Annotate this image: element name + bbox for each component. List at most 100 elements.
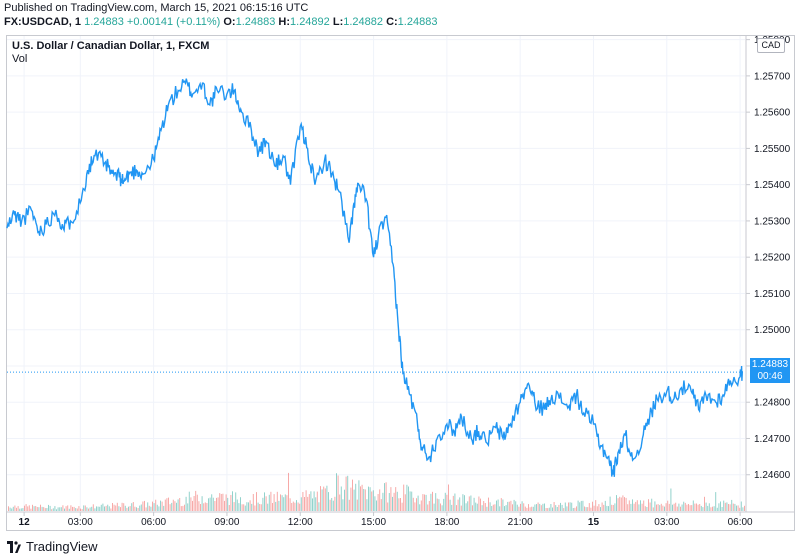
volume-bar <box>456 505 457 511</box>
volume-bar <box>464 495 465 511</box>
volume-bar <box>449 499 451 511</box>
volume-bar <box>233 502 235 511</box>
x-tick-label: 03:00 <box>68 517 93 528</box>
volume-bar <box>80 508 81 511</box>
volume-bar <box>510 500 512 511</box>
volume-bar <box>94 508 96 511</box>
volume-legend[interactable]: Vol <box>12 53 28 65</box>
volume-bar <box>62 505 64 511</box>
volume-bar <box>332 500 334 511</box>
volume-bar <box>553 502 555 511</box>
volume-bar <box>502 499 504 511</box>
volume-bar <box>177 499 179 511</box>
volume-bar <box>721 507 723 511</box>
volume-bar <box>728 504 729 511</box>
volume-bar <box>547 508 549 511</box>
volume-bar <box>694 503 696 511</box>
volume-bar <box>193 496 195 511</box>
volume-bar <box>550 504 552 511</box>
symbol-name[interactable]: FX:USDCAD, 1 <box>4 16 82 28</box>
volume-bar <box>595 500 597 511</box>
volume-bar <box>451 504 453 511</box>
volume-bar <box>156 504 158 511</box>
volume-bar <box>571 502 573 511</box>
volume-bar <box>563 508 565 511</box>
volume-bar <box>276 491 278 511</box>
volume-bar <box>462 494 464 511</box>
volume-bar <box>230 495 232 511</box>
volume-bar <box>598 504 600 511</box>
volume-bar <box>339 494 341 511</box>
volume-bar <box>712 506 713 511</box>
volume-bar <box>651 498 653 511</box>
volume-bar <box>596 506 598 511</box>
chart-title[interactable]: U.S. Dollar / Canadian Dollar, 1, FXCM <box>12 40 210 52</box>
volume-bar <box>729 504 731 511</box>
volume-bar <box>166 498 168 511</box>
volume-bar <box>700 505 702 511</box>
volume-bar <box>235 492 237 511</box>
x-tick-label: 06:00 <box>141 517 166 528</box>
close-label: C: <box>386 16 398 28</box>
volume-bar <box>67 505 69 511</box>
volume-bar <box>123 503 125 511</box>
volume-bar <box>372 490 374 511</box>
volume-bar <box>638 504 640 511</box>
volume-bar <box>328 492 329 511</box>
volume-bar <box>489 502 491 511</box>
volume-bar <box>136 507 137 511</box>
symbol-info-bar: FX:USDCAD, 1 1.24883 +0.00141 (+0.11%) O… <box>4 16 437 28</box>
volume-bar <box>452 495 454 511</box>
volume-bar <box>216 497 217 511</box>
volume-bar <box>412 497 414 511</box>
volume-bar <box>112 503 113 511</box>
volume-bar <box>417 495 419 511</box>
volume-bar <box>172 499 174 511</box>
chart-frame[interactable] <box>6 35 795 531</box>
volume-bar <box>19 508 21 511</box>
volume-bar <box>540 505 542 511</box>
volume-bar <box>300 497 302 511</box>
volume-bar <box>270 491 272 511</box>
volume-bar <box>496 500 497 511</box>
volume-bar <box>312 498 313 511</box>
volume-bar <box>411 491 413 511</box>
volume-bar <box>168 497 169 511</box>
volume-bar <box>608 506 609 511</box>
volume-bar <box>97 506 99 511</box>
x-tick-label: 12 <box>19 517 31 528</box>
volume-bar <box>516 504 518 511</box>
tradingview-brand[interactable]: TradingView <box>7 539 98 554</box>
volume-bar <box>521 501 523 511</box>
volume-bar <box>731 499 733 511</box>
volume-bar <box>524 506 526 511</box>
volume-bar <box>632 499 633 511</box>
volume-bar <box>683 501 685 511</box>
volume-bar <box>236 499 238 511</box>
currency-label[interactable]: CAD <box>757 38 785 53</box>
volume-bar <box>190 497 192 511</box>
volume-bar <box>209 497 211 511</box>
volume-bar <box>734 503 736 511</box>
volume-bar <box>740 501 742 511</box>
volume-bar <box>531 506 533 511</box>
volume-bar <box>579 502 581 511</box>
volume-bar <box>254 505 256 511</box>
volume-bar <box>200 504 201 511</box>
last-price: 1.24883 <box>84 16 124 28</box>
y-tick-label: 1.25000 <box>754 325 791 336</box>
volume-bar <box>468 496 470 511</box>
volume-bar <box>78 506 80 511</box>
volume-bar <box>672 504 673 511</box>
volume-bar <box>736 505 737 511</box>
volume-bar <box>195 490 197 511</box>
volume-bar <box>246 502 248 511</box>
volume-bar <box>171 502 173 511</box>
volume-bar <box>630 503 632 511</box>
volume-bar <box>155 499 157 511</box>
volume-bar <box>737 505 739 511</box>
volume-bar <box>430 493 432 511</box>
volume-bar <box>652 507 654 511</box>
volume-bar <box>358 480 360 511</box>
